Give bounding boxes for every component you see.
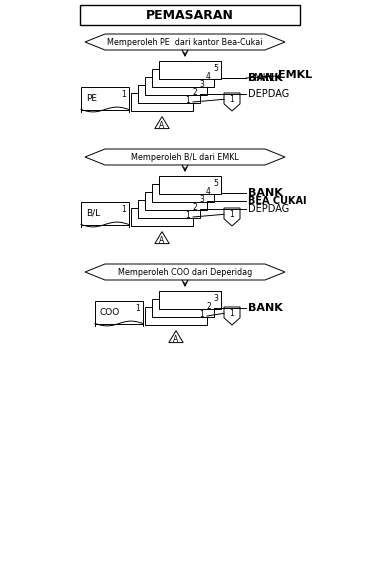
Bar [152, 69, 214, 87]
Bar [95, 301, 143, 324]
Polygon shape [224, 208, 240, 226]
Text: 4: 4 [206, 72, 211, 81]
Polygon shape [85, 264, 285, 280]
Text: 3: 3 [199, 80, 204, 89]
Text: PE: PE [86, 94, 97, 103]
Bar [81, 202, 129, 224]
Text: 1: 1 [121, 90, 126, 99]
Text: BANK: BANK [248, 73, 283, 83]
Text: 1: 1 [229, 95, 235, 104]
Bar [152, 299, 214, 317]
Text: 1: 1 [121, 205, 126, 214]
Text: 3: 3 [199, 195, 204, 204]
Text: 5: 5 [213, 179, 218, 188]
Text: DEPDAG: DEPDAG [248, 204, 289, 214]
Text: BANK: BANK [248, 188, 283, 198]
Bar [159, 176, 221, 194]
Text: 1: 1 [185, 96, 190, 105]
Polygon shape [155, 117, 169, 128]
Text: 5: 5 [213, 64, 218, 73]
Text: 4: 4 [206, 187, 211, 196]
Text: 3: 3 [213, 294, 218, 303]
Text: EMKL: EMKL [248, 73, 274, 83]
Text: 1: 1 [199, 310, 204, 319]
Text: A: A [159, 121, 164, 130]
Polygon shape [224, 93, 240, 111]
Bar [131, 208, 193, 226]
Bar [131, 93, 193, 111]
Text: A: A [159, 236, 164, 245]
Polygon shape [169, 330, 183, 343]
Bar [145, 192, 207, 210]
Text: A: A [173, 334, 179, 343]
Text: Memperoleh COO dari Deperidag: Memperoleh COO dari Deperidag [118, 268, 252, 277]
Bar [145, 307, 207, 325]
Text: EMKL: EMKL [278, 70, 312, 80]
Text: 2: 2 [206, 302, 211, 311]
Text: 1: 1 [229, 309, 235, 318]
Text: COO: COO [100, 308, 120, 317]
Polygon shape [155, 232, 169, 243]
Bar [152, 184, 214, 202]
Text: BEA CUKAI: BEA CUKAI [248, 196, 307, 206]
Bar [138, 85, 200, 103]
Text: 1: 1 [185, 211, 190, 220]
Polygon shape [224, 307, 240, 325]
Bar [159, 61, 221, 79]
Text: PEMASARAN: PEMASARAN [146, 8, 234, 21]
Text: Memperoleh B/L dari EMKL: Memperoleh B/L dari EMKL [131, 153, 239, 162]
Text: 2: 2 [192, 88, 197, 97]
Polygon shape [85, 34, 285, 50]
Bar [138, 200, 200, 218]
Text: B/L: B/L [86, 209, 100, 218]
Bar [81, 87, 129, 109]
Text: 2: 2 [192, 203, 197, 212]
Text: 1: 1 [229, 210, 235, 219]
Text: DEPDAG: DEPDAG [248, 89, 289, 99]
Bar [159, 291, 221, 309]
Polygon shape [85, 149, 285, 165]
Bar [145, 77, 207, 95]
Text: 1: 1 [135, 304, 140, 313]
Bar [80, 5, 300, 25]
Text: BANK: BANK [248, 303, 283, 313]
Text: Memperoleh PE  dari kantor Bea-Cukai: Memperoleh PE dari kantor Bea-Cukai [107, 38, 263, 47]
